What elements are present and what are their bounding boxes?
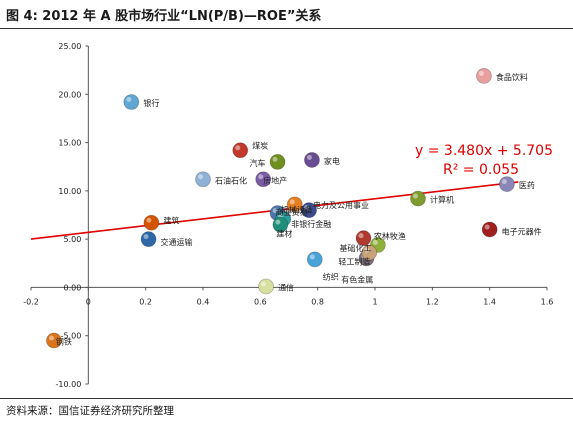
x-tick-label: 1 [372, 297, 377, 306]
x-tick-label: 1.2 [426, 297, 439, 306]
data-point [410, 190, 426, 207]
x-tick-label: 0.4 [197, 297, 210, 306]
data-point-highlight [261, 281, 267, 287]
data-point-highlight [413, 193, 418, 199]
trend-r2: R² = 0.055 [443, 162, 519, 178]
figure-title: 图 4: 2012 年 A 股市场行业“LN(P/B)—ROE”关系 [6, 9, 322, 24]
figure-footer: 资料来源：国信证券经济研究所整理 [0, 398, 573, 423]
data-point-highlight [364, 247, 370, 253]
data-point-highlight [309, 254, 315, 260]
data-point [481, 221, 498, 238]
y-tick-label: 25.00 [58, 42, 81, 51]
data-point [195, 171, 211, 188]
point-label: 银行 [143, 98, 159, 108]
y-tick-label: -10.00 [56, 380, 82, 389]
point-label: 计算机 [430, 195, 454, 205]
point-label: 建筑 [163, 216, 179, 226]
point-label: 机械设备 [281, 204, 313, 214]
data-point-highlight [272, 208, 278, 214]
data-point [46, 332, 62, 349]
data-point-highlight [275, 219, 281, 225]
data-point [306, 251, 323, 268]
data-point [232, 142, 249, 159]
point-label: 交通运输 [161, 237, 193, 247]
data-point-highlight [289, 199, 295, 205]
point-label: 轻工制造 [338, 256, 370, 266]
x-tick-label: 1.6 [541, 297, 554, 306]
data-point-highlight [358, 233, 364, 239]
y-tick-label: 10.00 [58, 187, 81, 196]
y-tick-label: 20.00 [58, 90, 81, 99]
point-label: 基础化工 [340, 243, 372, 253]
trend-equation: y = 3.480x + 5.705 [415, 143, 553, 159]
y-tick-label: -5.00 [61, 332, 82, 341]
data-point-highlight [272, 156, 278, 162]
point-label: 房地产 [263, 175, 287, 185]
y-tick-label: 15.00 [58, 139, 81, 148]
point-label: 有色金属 [341, 275, 373, 285]
data-point [272, 216, 289, 233]
data-point-highlight [235, 145, 241, 151]
source-note: 资料来源：国信证券经济研究所整理 [6, 405, 174, 417]
point-label: 电子元器件 [502, 226, 542, 236]
point-label: 食品饮料 [496, 72, 528, 82]
data-point [498, 176, 515, 192]
data-point [123, 94, 140, 110]
scatter-chart: -10.00 -5.00 0.00 5.00 10.00 15.00 20.00 25.00 -… [23, 42, 554, 389]
point-label: 石油石化 [215, 175, 247, 185]
point-label: 纺织 [323, 271, 339, 281]
point-label: 家电 [324, 156, 340, 166]
data-point [140, 231, 157, 248]
point-label: 商业贸易 [276, 207, 308, 217]
data-point [286, 196, 303, 213]
data-point [476, 68, 492, 84]
x-tick-label: 0 [86, 297, 91, 306]
data-point [269, 153, 286, 170]
chart-container: -10.00 -5.00 0.00 5.00 10.00 15.00 20.00 25.00 -… [0, 29, 573, 397]
data-point [361, 244, 378, 261]
x-tick-label: 0.2 [139, 297, 152, 306]
figure-header: 图 4: 2012 年 A 股市场行业“LN(P/B)—ROE”关系 [0, 0, 573, 29]
data-point-highlight [48, 335, 54, 341]
point-label: 电力及公用事业 [313, 200, 369, 210]
data-point [255, 171, 272, 188]
data-point-highlight [126, 97, 132, 103]
data-point [355, 230, 372, 247]
point-label: 医药 [519, 180, 535, 190]
data-point-highlight [143, 234, 149, 240]
data-point-highlight [501, 179, 507, 185]
y-tick-label: 5.00 [64, 235, 82, 244]
data-point-highlight [306, 154, 312, 160]
data-point-highlight [258, 174, 264, 180]
y-tick-label: 0.00 [64, 283, 82, 292]
x-tick-label: 0.8 [311, 297, 324, 306]
data-point [304, 152, 320, 168]
x-tick-label: 1.4 [483, 297, 496, 306]
data-point-highlight [304, 205, 310, 211]
point-label: 煤炭 [252, 140, 268, 150]
data-point-highlight [198, 174, 203, 180]
point-label: 钢铁 [56, 337, 72, 347]
point-label: 通信 [278, 282, 294, 292]
point-label: 非银行金融 [291, 219, 331, 229]
data-point [301, 202, 317, 219]
data-point [143, 214, 160, 231]
point-label: 汽车 [250, 158, 266, 168]
x-tick-label: 0.6 [254, 297, 267, 306]
data-point-highlight [478, 70, 484, 76]
data-point-highlight [484, 224, 490, 230]
point-label: 农林牧渔 [374, 231, 406, 241]
data-point-highlight [372, 239, 378, 245]
data-point [258, 278, 274, 295]
point-label: 建材 [276, 229, 292, 239]
data-point-highlight [146, 217, 152, 223]
x-tick-label: -0.2 [23, 297, 39, 306]
